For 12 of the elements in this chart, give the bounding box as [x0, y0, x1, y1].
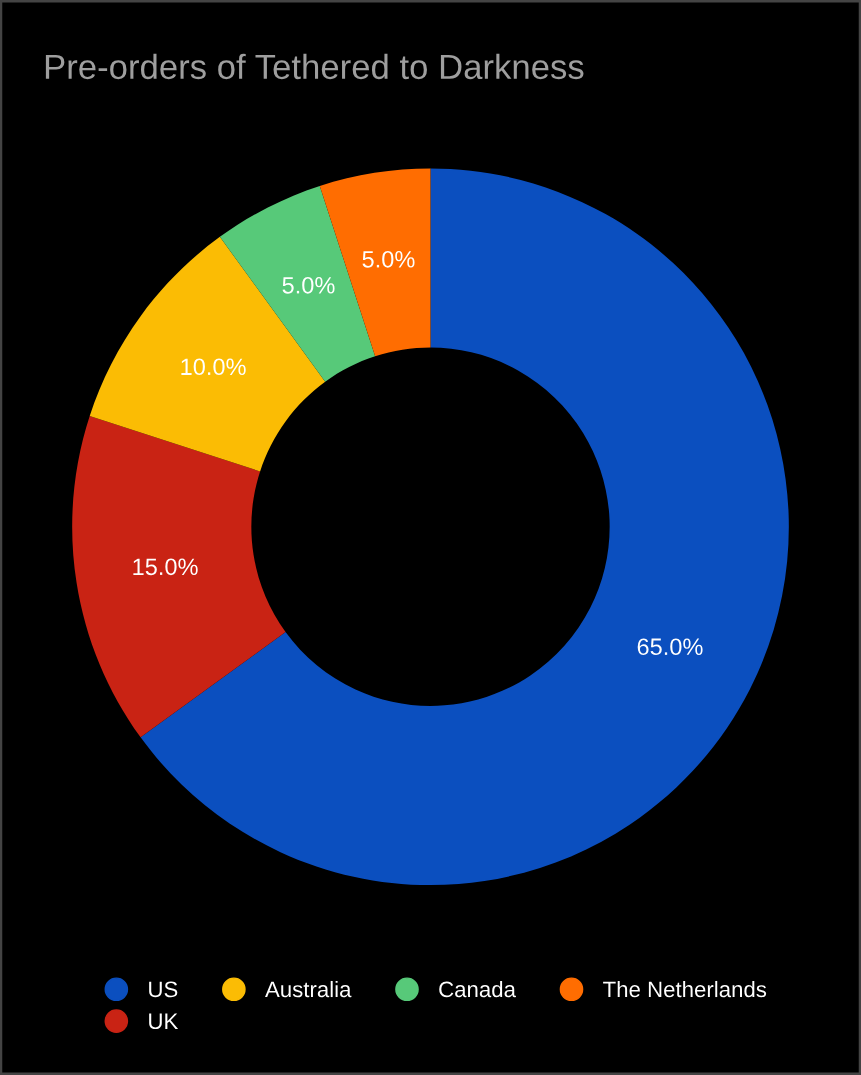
data-label: 5.0%: [282, 276, 335, 294]
donut-slice: [72, 416, 286, 738]
legend-label: Australia: [265, 980, 352, 998]
chart-title: Pre-orders of Tethered to Darkness: [45, 53, 584, 80]
data-label: 10.0%: [181, 358, 246, 376]
data-label: 15.0%: [133, 558, 198, 576]
data-label: 5.0%: [362, 250, 415, 268]
legend-label: Canada: [439, 980, 516, 998]
legend-label: UK: [149, 1013, 179, 1030]
legend-label: The Netherlands: [603, 980, 767, 998]
data-label: 65.0%: [637, 638, 703, 656]
legend-label: US: [149, 981, 178, 998]
